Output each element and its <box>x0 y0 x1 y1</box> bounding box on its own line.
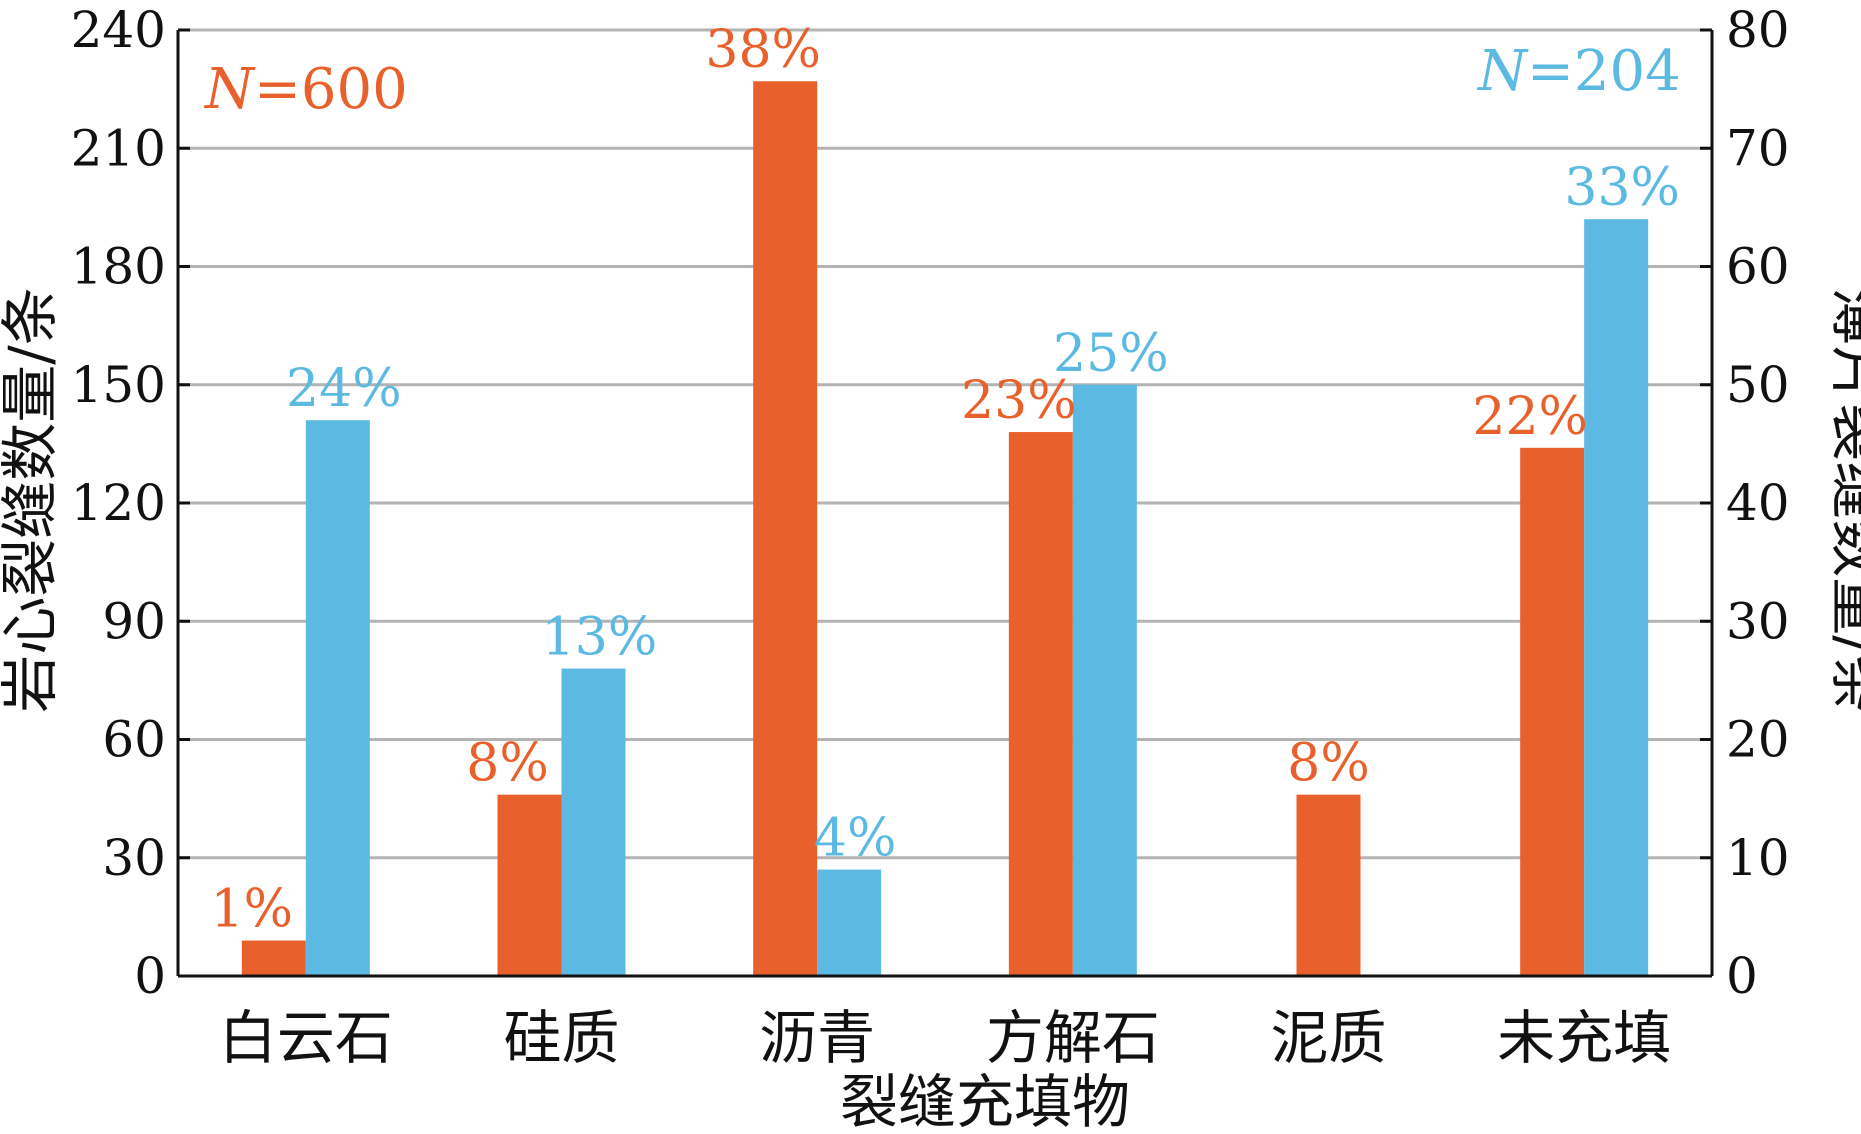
bar-label-series-1: 8% <box>466 734 549 794</box>
x-axis-title: 裂缝充填物 <box>840 1068 1130 1134</box>
sample-count-left-value: =600 <box>254 57 408 122</box>
right-tick-label: 50 <box>1726 356 1790 414</box>
bar-series-1 <box>241 940 306 976</box>
bar-series-1 <box>753 81 818 976</box>
right-tick-label: 60 <box>1726 238 1790 296</box>
grid-lines <box>178 28 1712 860</box>
left-tick-label: 120 <box>71 474 166 532</box>
bar-series-1 <box>497 794 562 976</box>
bar-label-series-2: 13% <box>542 608 658 668</box>
bar-label-series-1: 8% <box>1287 734 1370 794</box>
bar-series-2 <box>305 420 370 977</box>
bar-series-1 <box>1520 447 1585 977</box>
right-tick-label: 30 <box>1726 592 1790 650</box>
right-tick-label: 0 <box>1726 947 1758 1005</box>
sample-count-left-italic: N <box>203 57 256 122</box>
sample-count-right-value: =204 <box>1527 39 1681 104</box>
category-label: 沥青 <box>759 1004 875 1072</box>
bar-series-2 <box>1584 219 1649 976</box>
left-tick-label: 210 <box>71 119 166 177</box>
bar-series-1 <box>1296 794 1361 976</box>
left-tick-label: 90 <box>102 592 166 650</box>
right-tick-label: 70 <box>1726 119 1790 177</box>
left-tick-label: 60 <box>102 711 166 769</box>
left-tick-label: 180 <box>71 238 166 296</box>
right-axis-title: 薄片裂缝数量/条 <box>1824 287 1861 713</box>
sample-count-right-italic: N <box>1476 39 1529 104</box>
bar-series-2 <box>1072 384 1137 976</box>
category-label: 白云石 <box>219 1004 393 1072</box>
bar-label-series-1: 38% <box>705 20 821 80</box>
bars <box>241 81 1649 977</box>
bar-series-1 <box>1008 432 1073 976</box>
left-tick-label: 0 <box>134 947 166 1005</box>
category-label: 未充填 <box>1497 1004 1671 1072</box>
left-tick-label: 150 <box>71 356 166 414</box>
category-label: 方解石 <box>986 1004 1160 1072</box>
left-tick-label: 30 <box>102 829 166 887</box>
category-label: 泥质 <box>1270 1004 1386 1072</box>
data-labels: 1% 24% 8% 13% 38% 4% 23%25% 8% 22% 33% <box>211 20 1680 939</box>
right-tick-label: 20 <box>1726 711 1790 769</box>
left-tick-label: 240 <box>71 1 166 59</box>
bar-label-series-1: 23% <box>961 371 1077 431</box>
right-tick-label: 40 <box>1726 474 1790 532</box>
right-tick-label: 80 <box>1726 1 1790 59</box>
bar-series-2 <box>817 869 882 976</box>
bar-label-series-2: 24% <box>286 359 402 419</box>
sample-count-left: N=600 <box>203 57 408 122</box>
bar-label-series-1: 22% <box>1472 387 1588 447</box>
right-tick-label: 10 <box>1726 829 1790 887</box>
axes: 0 30 60 90 120 150 180 210 240 0 10 20 30 40 50 60 70 80 白… <box>71 1 1790 1072</box>
bar-label-series-2: 25% <box>1053 324 1169 384</box>
bar-label-series-1: 1% <box>211 880 294 940</box>
bar-series-2 <box>561 668 626 976</box>
left-axis-title: 岩心裂缝数量/条 <box>0 287 64 713</box>
category-label: 硅质 <box>503 1004 619 1072</box>
bar-label-series-2: 33% <box>1564 158 1680 218</box>
bar-label-series-2: 4% <box>814 809 897 869</box>
sample-count-right: N=204 <box>1476 39 1681 104</box>
